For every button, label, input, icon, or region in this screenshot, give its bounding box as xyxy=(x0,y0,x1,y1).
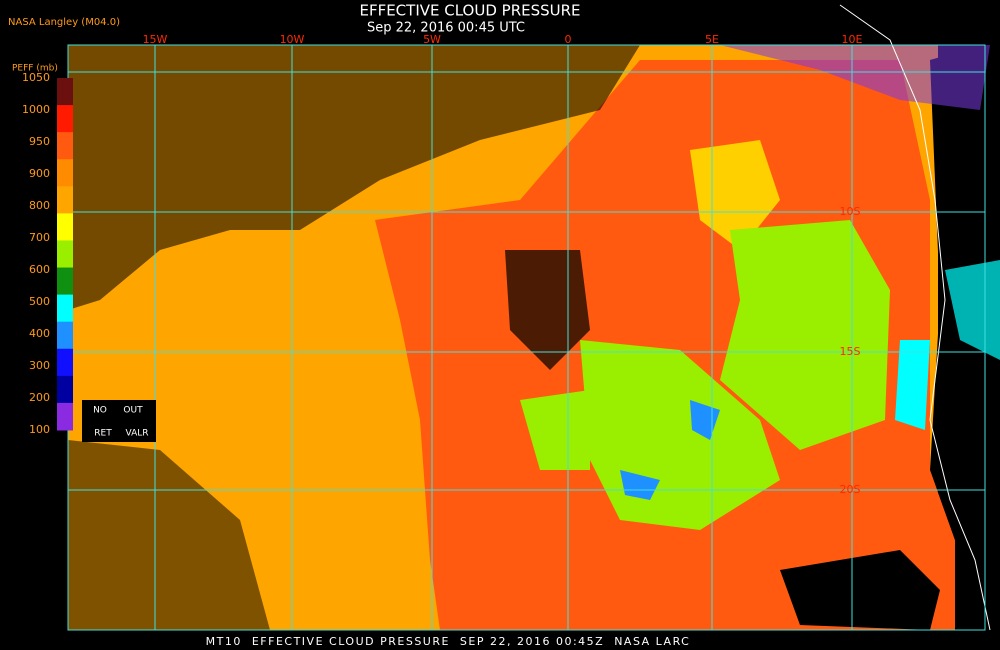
latitude-label: 20S xyxy=(840,483,861,496)
legend-tick-label: 800 xyxy=(29,199,50,212)
subtitle: Sep 22, 2016 00:45 UTC xyxy=(367,21,525,36)
top-cloud xyxy=(895,340,930,430)
longitude-label: 5W xyxy=(423,33,441,46)
mid-cloud xyxy=(375,60,955,630)
cloud-field xyxy=(68,4,1000,631)
color-swatch xyxy=(57,213,73,241)
legend-tick-label: 500 xyxy=(29,295,50,308)
legend: 1050 1000 950 900 800 700 600 500 400 300 200 100 NO… xyxy=(22,71,156,442)
legend-tick-label: 400 xyxy=(29,327,50,340)
color-swatch xyxy=(57,375,73,404)
legend-tick-label: 200 xyxy=(29,391,50,404)
legend-tick-label: 600 xyxy=(29,263,50,276)
legend-tick-label: 300 xyxy=(29,359,50,372)
latitude-label: 15S xyxy=(840,345,861,358)
title: EFFECTIVE CLOUD PRESSURE xyxy=(359,2,580,20)
color-swatch xyxy=(57,105,73,133)
clear-sky xyxy=(68,45,640,310)
flag-label: RET xyxy=(94,429,112,439)
high-cloud xyxy=(720,220,890,450)
top-cloud xyxy=(620,470,660,500)
clear-sky xyxy=(68,440,270,630)
color-swatch xyxy=(57,240,73,269)
color-swatch xyxy=(57,348,73,377)
top-cloud xyxy=(720,45,990,110)
high-cloud xyxy=(520,390,590,470)
clear-sky xyxy=(505,250,590,370)
color-swatch xyxy=(57,132,73,160)
longitude-label: 10E xyxy=(842,33,863,46)
flag-label: NO xyxy=(93,406,107,416)
credit: NASA Langley (M04.0) xyxy=(8,17,120,28)
coastline xyxy=(839,4,991,631)
color-swatch xyxy=(57,78,73,106)
color-swatch xyxy=(57,267,73,296)
legend-tick-label: 1000 xyxy=(22,103,50,116)
color-swatch xyxy=(57,321,73,350)
flag-label: OUT xyxy=(123,406,143,416)
flag-label: VALR xyxy=(125,429,148,439)
latitude-label: 10S xyxy=(840,205,861,218)
longitude-label: 5E xyxy=(705,33,719,46)
footer: MT10 EFFECTIVE CLOUD PRESSURE SEP 22, 20… xyxy=(206,635,691,648)
color-swatch xyxy=(57,186,73,214)
legend-tick-label: 700 xyxy=(29,231,50,244)
longitude-label: 0 xyxy=(565,33,572,46)
legend-tick-label: 950 xyxy=(29,135,50,148)
color-swatch xyxy=(57,159,73,187)
longitude-label: 10W xyxy=(280,33,305,46)
legend-tick-label: 100 xyxy=(29,423,50,436)
top-cloud xyxy=(945,260,1000,360)
longitude-label: 15W xyxy=(143,33,168,46)
legend-tick-label: 1050 xyxy=(22,71,50,84)
flag-box xyxy=(82,400,156,442)
color-swatch xyxy=(57,402,73,431)
clear-sky xyxy=(780,550,940,630)
color-swatch xyxy=(57,294,73,323)
legend-title: PEFF (mb) xyxy=(12,64,58,74)
legend-tick-label: 900 xyxy=(29,167,50,180)
